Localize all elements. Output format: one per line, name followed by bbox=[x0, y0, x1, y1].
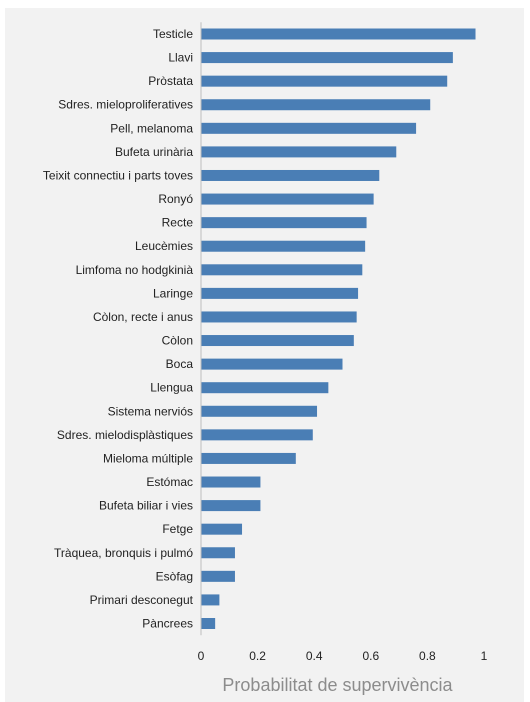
x-tick-label: 0.2 bbox=[249, 649, 266, 663]
bar bbox=[201, 122, 417, 134]
bar bbox=[201, 264, 363, 276]
x-tick-label: 0 bbox=[198, 649, 205, 663]
category-label: Boca bbox=[166, 357, 194, 371]
bar bbox=[201, 547, 235, 559]
bar bbox=[201, 570, 235, 582]
category-label: Testicle bbox=[153, 27, 193, 41]
x-tick-label: 1 bbox=[481, 649, 488, 663]
bar bbox=[201, 52, 453, 64]
category-label: Esòfag bbox=[156, 569, 193, 583]
category-label: Ronyó bbox=[158, 192, 193, 206]
category-label: Fetge bbox=[162, 522, 193, 536]
bar bbox=[201, 476, 261, 488]
category-label: Teixit connectiu i parts toves bbox=[43, 168, 193, 182]
bar bbox=[201, 28, 476, 40]
category-label: Limfoma no hodgkinià bbox=[76, 263, 194, 277]
bar bbox=[201, 452, 296, 464]
bar bbox=[201, 240, 366, 252]
category-label: Llengua bbox=[150, 381, 193, 395]
bar bbox=[201, 169, 380, 181]
bar bbox=[201, 193, 374, 205]
category-label: Còlon, recte i anus bbox=[93, 310, 193, 324]
category-label: Sdres. mielodisplàstiques bbox=[57, 428, 193, 442]
x-tick-label: 0.6 bbox=[362, 649, 379, 663]
category-label: Sistema nerviós bbox=[108, 404, 193, 418]
bar bbox=[201, 405, 318, 417]
bar bbox=[201, 618, 216, 629]
x-tick-label: 0.4 bbox=[306, 649, 323, 663]
category-label: Llavi bbox=[168, 51, 193, 65]
category-label: Laringe bbox=[153, 286, 193, 300]
bar bbox=[201, 146, 397, 158]
category-label: Pròstata bbox=[148, 74, 193, 88]
bar bbox=[201, 500, 261, 512]
bar bbox=[201, 217, 367, 229]
x-axis-title: Probabilitat de supervivència bbox=[222, 675, 453, 695]
bar bbox=[201, 594, 220, 606]
bar bbox=[201, 311, 357, 323]
category-label: Sdres. mieloproliferatives bbox=[58, 98, 193, 112]
bar bbox=[201, 429, 313, 441]
category-label: Primari desconegut bbox=[90, 593, 194, 607]
x-tick-labels: 0 0.2 0.4 0.6 0.8 1 bbox=[198, 649, 488, 663]
bar bbox=[201, 523, 243, 535]
x-tick-label: 0.8 bbox=[419, 649, 436, 663]
bars-group bbox=[201, 28, 476, 629]
category-label: Còlon bbox=[162, 334, 193, 348]
category-label: Bufeta biliar i vies bbox=[99, 499, 193, 513]
category-labels: Testicle Llavi Pròstata Sdres. mieloprolife… bbox=[43, 27, 194, 631]
category-label: Mieloma múltiple bbox=[103, 451, 193, 465]
category-label: Recte bbox=[162, 216, 194, 230]
bar bbox=[201, 287, 359, 299]
category-label: Estómac bbox=[146, 475, 193, 489]
bar bbox=[201, 382, 329, 394]
category-label: Tràquea, bronquis i pulmó bbox=[54, 546, 193, 560]
category-label: Pàncrees bbox=[142, 617, 193, 631]
category-label: Bufeta urinària bbox=[115, 145, 193, 159]
bar bbox=[201, 335, 354, 347]
category-label: Pell, melanoma bbox=[110, 121, 193, 135]
bar bbox=[201, 75, 448, 87]
category-label: Leucèmies bbox=[135, 239, 193, 253]
bar bbox=[201, 99, 431, 111]
bar bbox=[201, 358, 343, 370]
